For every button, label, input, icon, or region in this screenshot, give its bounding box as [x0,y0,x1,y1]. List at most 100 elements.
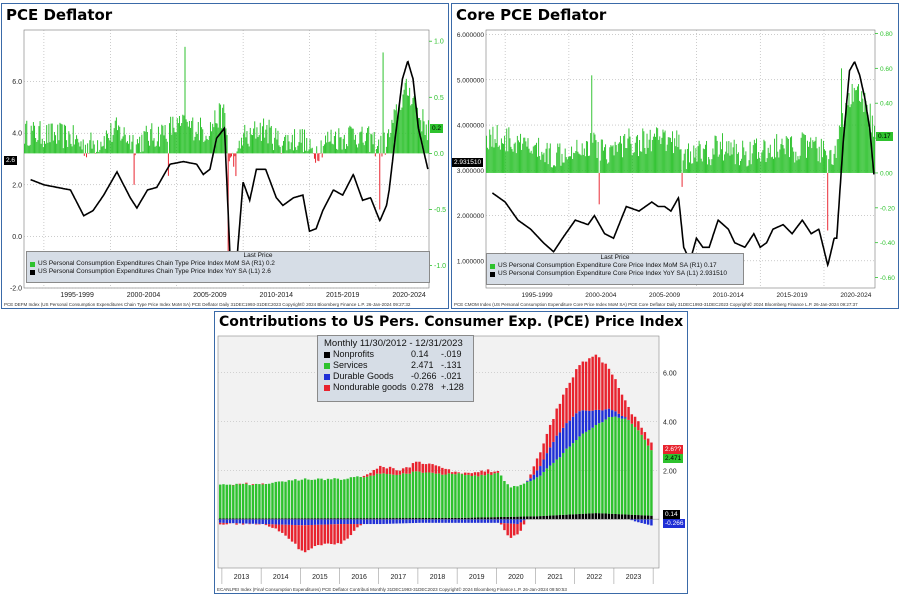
mom-bar [43,141,45,154]
mom-bar [673,153,675,173]
services-bar [379,473,382,519]
mom-bar [514,142,516,173]
durable-goods-bar [287,519,291,525]
mom-bar [109,140,111,154]
mom-bar [753,139,755,173]
mom-bar [266,124,268,154]
services-bar [222,484,225,519]
nondurable-goods-bar [506,523,509,536]
services-bar [467,474,470,518]
services-bar [581,433,585,514]
mom-bar [129,135,131,154]
services-bar [415,471,418,519]
mom-bar [590,133,592,173]
nondurable-goods-bar [646,438,650,446]
nondurable-goods-bar [441,467,444,475]
legend-change: +.128 [441,382,464,392]
nondurable-goods-bar [437,466,441,474]
mom-bar [387,133,389,154]
durable-goods-bar [630,519,634,521]
mom-bar [296,149,298,154]
mom-bar [332,144,334,154]
mom-bar [319,153,321,154]
mom-bar [242,145,244,154]
mom-bar [731,154,733,173]
durable-goods-bar [535,470,539,478]
mom-bar [599,160,601,173]
services-bar [232,485,235,519]
plot-area [485,29,876,289]
mom-bar [752,145,754,173]
durable-goods-bar [519,519,522,523]
nonprofits-bar [535,516,539,520]
mom-bar [743,147,745,173]
nondurable-goods-bar [362,475,366,478]
chart-footer: PCE CMOM Index (US Personal Consumption … [454,302,858,307]
nonprofits-bar [297,518,300,520]
mom-bar [606,159,608,173]
services-bar [503,481,506,517]
mom-bar [396,120,398,154]
nonprofits-bar [382,518,385,520]
mom-bar [404,82,406,154]
nonprofits-bar [254,518,258,520]
nonprofits-bar [333,518,336,520]
mom-bar [722,133,723,173]
mom-bar [596,157,598,173]
durable-goods-bar [411,519,415,524]
nondurable-goods-bar [369,472,372,476]
mom-bar [170,116,172,154]
x-axis-tick-label: 2016 [351,574,367,581]
services-bar [219,484,222,519]
mom-bar [573,152,575,173]
mom-bar [176,118,178,154]
mom-bar [57,124,59,154]
mom-bar [379,153,381,210]
left-axis-tick-label: 5.000000 [457,77,484,84]
legend-value: 0.2 [265,260,275,267]
nondurable-goods-bar [245,482,248,484]
nondurable-goods-bar [630,414,634,424]
mom-bar [488,149,490,173]
durable-goods-bar [372,519,375,525]
mom-bar [802,133,804,173]
mom-bar [693,145,695,173]
mom-bar [90,132,92,154]
mom-bar [641,151,643,173]
nonprofits-bar [320,518,323,520]
left-value-tag: 2.6 [4,156,18,165]
mom-bar [354,134,356,154]
mom-bar [638,156,639,173]
nondurable-goods-bar [535,458,539,471]
nondurable-goods-bar [339,524,343,544]
legend-value: 0.278 [411,382,434,392]
services-bar [228,484,232,519]
legend-swatch [324,362,330,369]
nondurable-goods-bar [503,523,506,531]
mom-bar [74,139,76,154]
mom-bar [570,156,571,173]
services-bar [437,473,441,518]
mom-bar [264,137,266,154]
nondurable-goods-bar [405,467,408,474]
durable-goods-bar [352,519,356,525]
y-axis-tick-label: 2.00 [663,468,677,475]
legend-label: US Personal Consumption Expenditures Cha… [38,260,265,267]
services-bar [411,471,415,519]
left-axis-tick-label: 4.000000 [457,123,484,130]
mom-bar [403,89,405,154]
nondurable-goods-bar [411,463,415,472]
services-bar [274,481,277,519]
durable-goods-bar [581,410,585,434]
legend-label: Nonprofits [333,349,375,359]
nondurable-goods-bar [303,525,307,553]
nonprofits-bar [369,518,372,520]
mom-bar [754,143,756,173]
right-axis-tick-label: -0.40 [880,240,895,247]
durable-goods-bar [483,519,487,523]
legend-label: US Personal Consumption Expenditure Core… [498,270,699,277]
services-bar [542,471,545,516]
mom-bar [519,142,520,173]
mom-bar [133,153,135,185]
left-axis-tick-label: 4.0 [12,131,22,138]
